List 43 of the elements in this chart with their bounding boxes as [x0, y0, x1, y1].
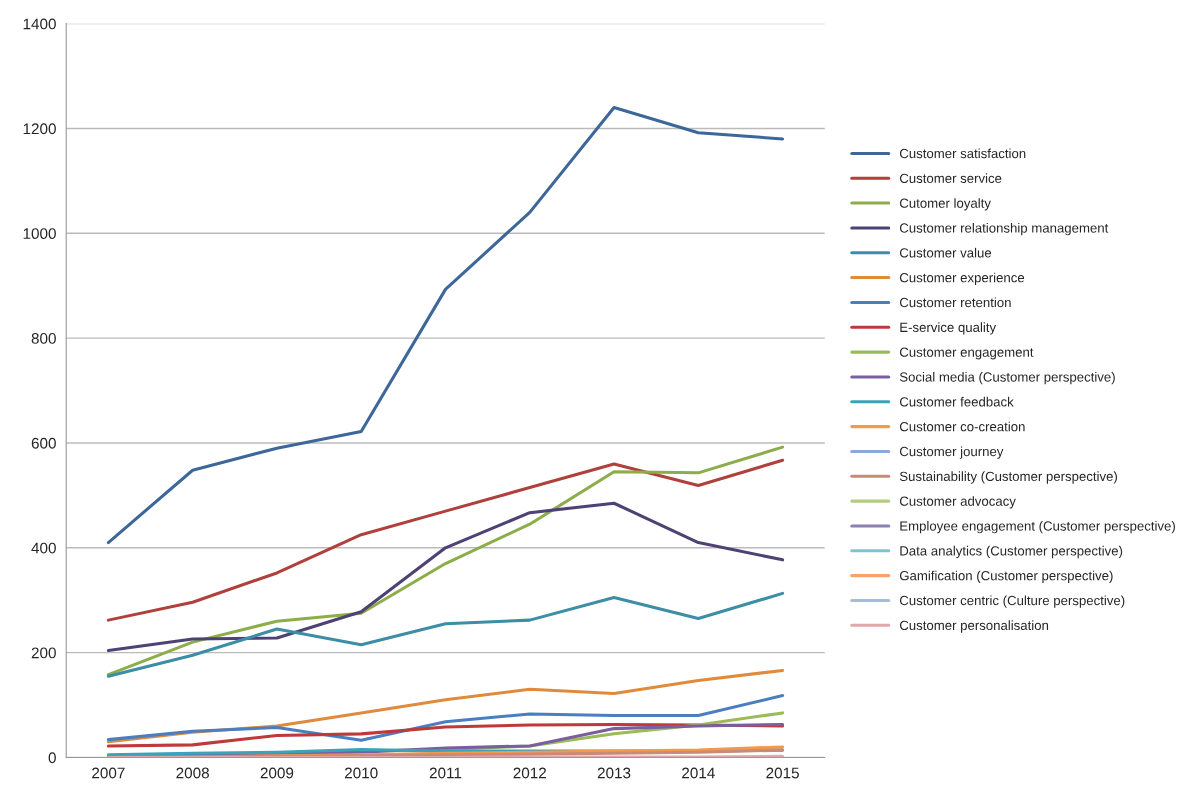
- legend-label: Customer journey: [899, 446, 1004, 459]
- legend-label: Customer engagement: [899, 347, 1034, 360]
- legend-label: Customer retention: [899, 297, 1011, 308]
- legend-label: E-service quality: [900, 322, 997, 335]
- x-tick-label: 2011: [429, 767, 462, 779]
- legend-label: Customer service: [899, 173, 1002, 183]
- x-tick-label: 2010: [344, 767, 378, 779]
- legend-label: Customer advocacy: [899, 496, 1016, 509]
- legend-label: Customer personalisation: [899, 620, 1049, 633]
- x-tick-label: 2014: [682, 767, 715, 779]
- line-series: [106, 445, 785, 677]
- y-tick-label: 600: [31, 437, 56, 449]
- legend-label: Customer value: [899, 247, 992, 258]
- line-series: [106, 591, 785, 678]
- line-series: [106, 458, 785, 622]
- legend-label: Employee engagement (Customer perspective): [900, 520, 1175, 534]
- y-tick-label: 1000: [23, 228, 56, 239]
- legend-label: Customer co-creation: [899, 421, 1025, 432]
- line-series: [106, 106, 785, 545]
- legend-label: Data analytics (Customer perspective): [900, 545, 1123, 559]
- y-tick-label: 400: [31, 542, 56, 554]
- line-series: [106, 694, 785, 742]
- line-series: [106, 501, 785, 653]
- legend-label: Customer relationship management: [899, 222, 1109, 236]
- legend-label: Customer centric (Culture perspective): [899, 595, 1125, 608]
- y-tick-label: 1200: [23, 123, 56, 135]
- legend-label: Customer satisfaction: [899, 148, 1026, 159]
- legend-label: Social media (Customer perspective): [899, 371, 1115, 385]
- x-tick-label: 2015: [766, 767, 799, 779]
- x-tick-label: 2012: [513, 767, 546, 779]
- x-tick-label: 2009: [260, 767, 294, 779]
- x-tick-label: 2013: [597, 767, 631, 779]
- y-tick-label: 0: [48, 752, 56, 764]
- legend-label: Gamification (Customer perspective): [899, 570, 1113, 583]
- legend-label: Customer feedback: [899, 396, 1014, 407]
- y-tick-label: 1400: [23, 18, 56, 30]
- x-tick-label: 2008: [176, 767, 209, 779]
- legend-label: Customer experience: [899, 272, 1025, 285]
- legend-label: Cutomer loyalty: [899, 198, 991, 211]
- y-tick-label: 800: [31, 333, 56, 344]
- x-tick-label: 2007: [92, 767, 125, 779]
- y-tick-label: 200: [31, 647, 56, 659]
- legend-label: Sustainability (Customer perspective): [899, 471, 1117, 484]
